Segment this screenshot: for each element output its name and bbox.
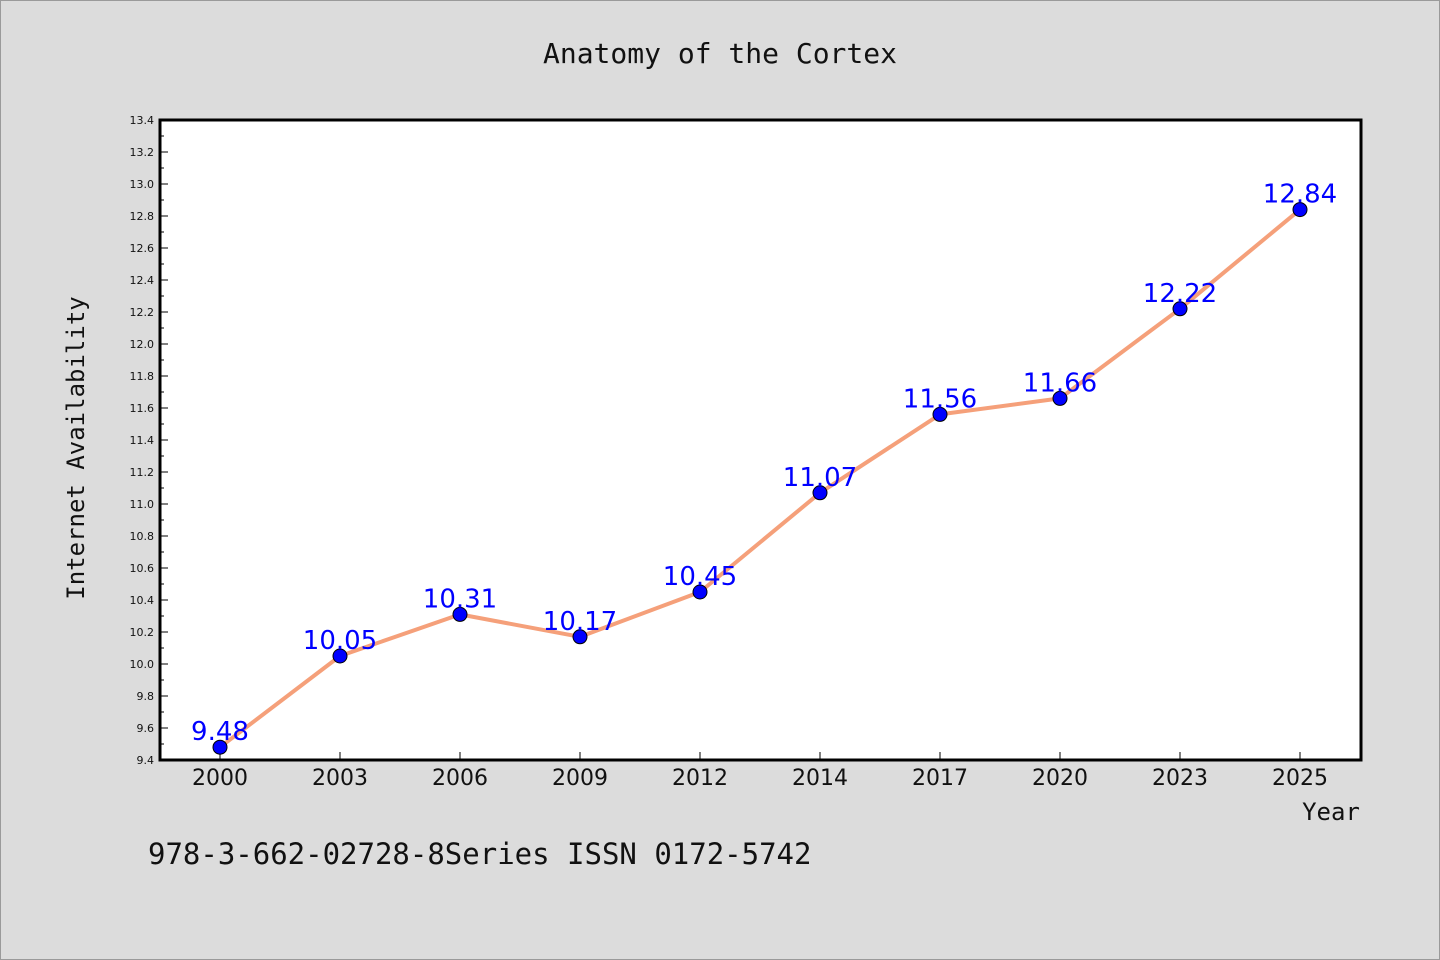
y-tick-label: 12.4	[130, 274, 155, 287]
data-label: 12.84	[1263, 180, 1337, 210]
y-tick-label: 11.4	[130, 434, 155, 447]
data-point	[572, 629, 588, 645]
x-axis-label: Year	[1302, 798, 1360, 826]
data-point	[212, 739, 228, 755]
y-tick-label: 13.0	[130, 178, 155, 191]
data-point	[332, 648, 348, 664]
data-point	[1292, 202, 1308, 218]
data-point	[1052, 390, 1068, 406]
y-tick-label: 13.4	[130, 114, 155, 127]
y-tick-label: 10.4	[130, 594, 155, 607]
data-label: 10.31	[423, 584, 497, 614]
x-tick-label: 2000	[192, 766, 248, 791]
y-tick-label: 11.8	[130, 370, 155, 383]
y-axis-label: Internet Availability	[62, 296, 90, 599]
data-label: 12.22	[1143, 279, 1217, 309]
x-tick-label: 2023	[1152, 766, 1208, 791]
x-tick-label: 2006	[432, 766, 488, 791]
plot-area	[160, 120, 1361, 760]
y-tick-label: 10.6	[130, 562, 155, 575]
x-tick-label: 2012	[672, 766, 728, 791]
y-tick-label: 13.2	[130, 146, 155, 159]
data-point	[932, 406, 948, 422]
y-tick-label: 11.2	[130, 466, 155, 479]
footer-isbn-issn: 978-3-662-02728-8Series ISSN 0172-5742	[148, 837, 811, 871]
series-line	[218, 208, 1302, 749]
data-label: 10.17	[543, 607, 617, 637]
x-tick-label: 2020	[1032, 766, 1088, 791]
x-axis: 2000 2003 2006 2009 2012 2014 2017 2020 2023 2025	[192, 752, 1328, 791]
data-label: 9.48	[191, 717, 249, 747]
x-tick-label: 2017	[912, 766, 968, 791]
x-tick-label: 2025	[1272, 766, 1328, 791]
x-tick-label: 2003	[312, 766, 368, 791]
data-point	[1172, 301, 1188, 317]
y-tick-label: 9.4	[137, 754, 155, 767]
data-point	[692, 584, 708, 600]
y-tick-label: 10.2	[130, 626, 155, 639]
series-group: 9.48 10.05 10.31 10.17 10.45 11.07 11.56 11.66 1…	[191, 180, 1337, 755]
y-tick-label: 9.6	[137, 722, 155, 735]
y-tick-label: 12.6	[130, 242, 155, 255]
data-label: 11.56	[903, 384, 977, 414]
data-point	[812, 485, 828, 501]
x-tick-label: 2009	[552, 766, 608, 791]
y-tick-label: 10.0	[130, 658, 155, 671]
plot-border	[158, 118, 1363, 762]
x-tick-label: 2014	[792, 766, 848, 791]
y-tick-label: 11.6	[130, 402, 155, 415]
data-label: 10.45	[663, 562, 737, 592]
y-tick-label: 12.0	[130, 338, 155, 351]
y-tick-label: 9.8	[137, 690, 155, 703]
chart-title: Anatomy of the Cortex	[543, 37, 897, 70]
data-label: 11.66	[1023, 368, 1097, 398]
data-label: 11.07	[783, 463, 857, 493]
y-tick-label: 12.2	[130, 306, 155, 319]
data-label: 10.05	[303, 626, 377, 656]
y-tick-label: 10.8	[130, 530, 155, 543]
y-tick-label: 12.8	[130, 210, 155, 223]
data-point	[452, 606, 468, 622]
y-tick-label: 11.0	[130, 498, 155, 511]
